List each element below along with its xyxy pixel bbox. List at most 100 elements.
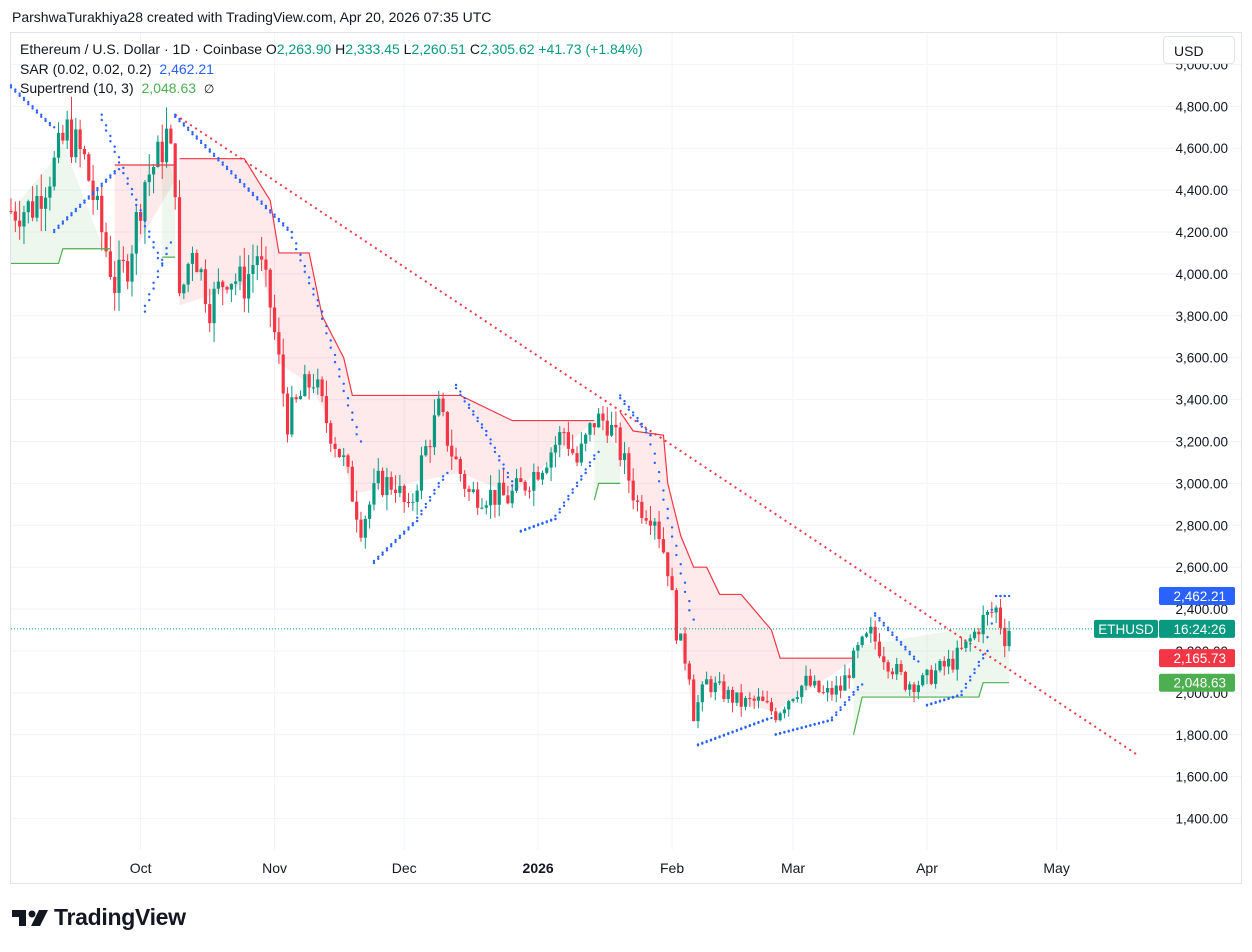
- supertrend-down-line: [179, 158, 595, 422]
- supertrend-green-label-box: [1159, 673, 1235, 692]
- sar-price-label: 2,462.21: [1173, 589, 1226, 604]
- candle-body: [609, 424, 614, 436]
- sar-dot: [502, 463, 505, 466]
- candle-body: [463, 473, 467, 489]
- sar-dot: [679, 572, 682, 575]
- sar-dot: [657, 470, 661, 474]
- candle-body: [899, 663, 903, 673]
- sar-dot: [269, 211, 272, 214]
- sar-dot: [973, 668, 976, 671]
- trendline: [174, 113, 1140, 757]
- sar-dot: [817, 721, 821, 725]
- legend-row-symbol[interactable]: Ethereum / U.S. Dollar · 1D · Coinbase O…: [20, 40, 643, 60]
- sar-dot: [70, 211, 73, 215]
- sar-dot: [623, 402, 626, 406]
- y-tick-label: 3,800.00: [1175, 309, 1228, 324]
- sar-dot: [225, 167, 229, 171]
- x-axis[interactable]: Oct Nov Dec 2026 Feb Mar Apr May: [130, 860, 1070, 876]
- sar-dot: [338, 368, 341, 371]
- candle-body: [869, 626, 873, 634]
- sar-dot: [346, 404, 350, 407]
- candle-body: [718, 681, 722, 683]
- sar-dot: [264, 204, 268, 208]
- candle-body: [605, 420, 609, 436]
- candle-body: [130, 253, 134, 282]
- sar-dot: [247, 189, 250, 192]
- sar-dot: [627, 408, 631, 411]
- sar-dots: [9, 84, 1011, 747]
- sar-dot: [152, 240, 155, 244]
- sar-dot: [467, 406, 471, 410]
- sar-dot: [277, 219, 281, 223]
- candle-body: [277, 332, 281, 355]
- sar-dot: [100, 184, 103, 188]
- candle-body: [523, 481, 527, 491]
- y-axis[interactable]: 1,400.001,600.001,800.002,000.002,200.00…: [1175, 57, 1228, 826]
- sar-dot: [260, 202, 263, 205]
- candle-body: [242, 266, 246, 299]
- sar-dot: [256, 198, 259, 201]
- sar-dot: [653, 461, 656, 465]
- sar-dot: [692, 618, 695, 621]
- sar-dot: [74, 207, 78, 211]
- candle-body: [787, 701, 791, 710]
- sar-dot: [960, 693, 963, 697]
- supertrend-label[interactable]: Supertrend (10, 3): [20, 80, 134, 96]
- sar-dot: [873, 612, 877, 615]
- candle-body: [692, 679, 696, 722]
- sar-dot: [333, 360, 337, 364]
- sar-dot: [53, 230, 56, 234]
- candle-body: [830, 687, 834, 695]
- sar-dot: [839, 708, 842, 712]
- sar-dot: [126, 177, 129, 180]
- candle-body: [389, 477, 393, 490]
- candle-body: [147, 174, 151, 183]
- candle-body: [851, 650, 856, 678]
- sar-dot: [238, 178, 242, 182]
- candle-body: [553, 444, 558, 453]
- candle-body: [705, 679, 709, 685]
- y-tick-label: 2,800.00: [1175, 518, 1228, 533]
- tradingview-logo[interactable]: TradingView: [12, 904, 186, 931]
- sar-dot: [804, 725, 808, 728]
- candle-body: [942, 660, 946, 667]
- candle-body: [186, 263, 190, 285]
- candle-body: [934, 670, 938, 684]
- sar-dot: [44, 119, 47, 123]
- candle-body: [916, 685, 920, 693]
- sar-dot: [977, 660, 981, 664]
- sar-dot: [83, 199, 86, 202]
- sar-dot: [964, 686, 968, 689]
- candle-body: [43, 197, 48, 209]
- candle-body: [674, 590, 678, 641]
- x-tick-label: Oct: [130, 860, 152, 876]
- sar-label[interactable]: SAR (0.02, 0.02, 0.2): [20, 60, 152, 77]
- sar-dot: [506, 475, 510, 479]
- symbol-title[interactable]: Ethereum / U.S. Dollar · 1D · Coinbase: [20, 41, 262, 57]
- legend-row-supertrend[interactable]: Supertrend (10, 3) 2,048.63 ∅: [20, 79, 643, 100]
- candle-body: [959, 647, 964, 649]
- sar-dot: [273, 215, 276, 219]
- candle-body: [268, 269, 272, 308]
- candle-body: [260, 256, 264, 260]
- sar-dot: [251, 193, 255, 197]
- sar-dot: [282, 224, 285, 227]
- candle-body: [450, 445, 454, 457]
- sar-dot: [161, 262, 164, 265]
- candle-body: [52, 157, 56, 187]
- candle-body: [1003, 627, 1007, 647]
- sar-dot: [770, 716, 773, 720]
- candle-body: [476, 489, 480, 508]
- candle-body: [653, 521, 657, 526]
- candle-body: [947, 658, 951, 667]
- candle-body: [903, 672, 907, 690]
- currency-selector[interactable]: USD: [1163, 36, 1235, 64]
- sar-dot: [511, 480, 514, 483]
- candle-body: [968, 638, 972, 642]
- candle-body: [804, 675, 808, 686]
- sar-dot: [83, 201, 86, 204]
- legend-row-sar[interactable]: SAR (0.02, 0.02, 0.2) 2,462.21: [20, 60, 643, 80]
- candle-body: [169, 128, 173, 144]
- sar-dot: [502, 467, 505, 470]
